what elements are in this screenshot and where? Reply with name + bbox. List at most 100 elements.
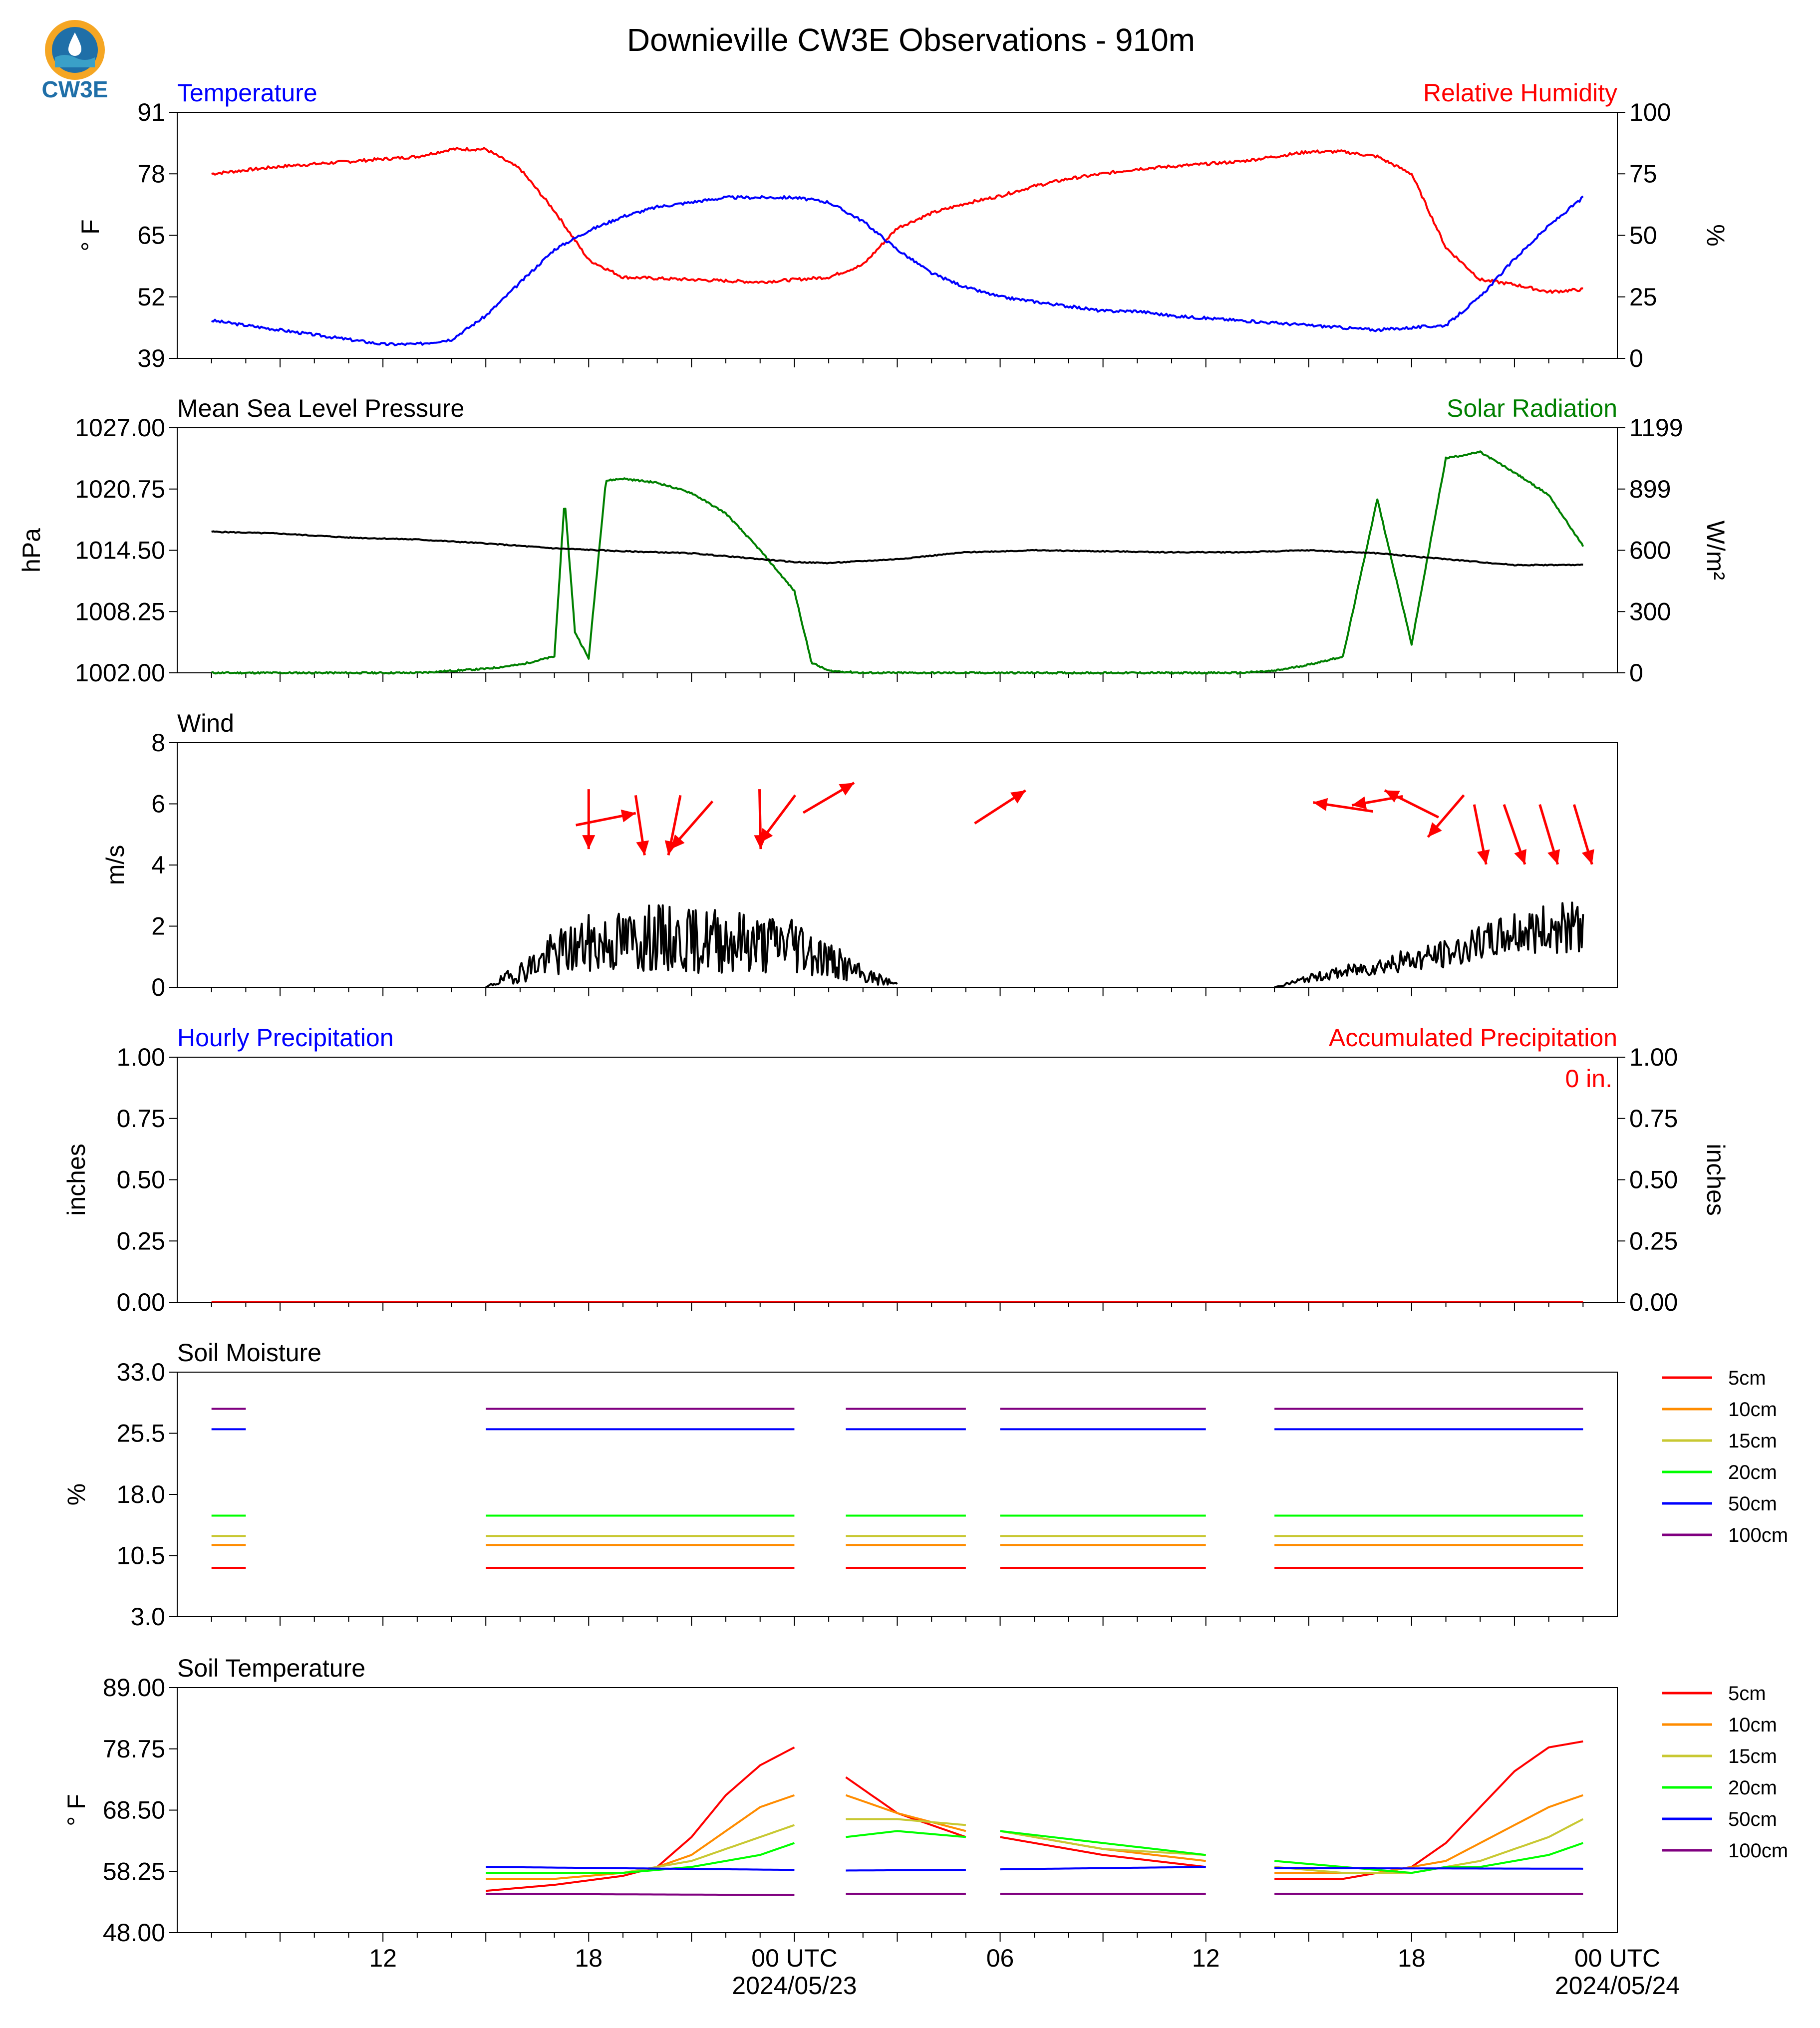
y-tick-label-left: 0.00 — [117, 1288, 165, 1316]
legend-label: 20cm — [1728, 1777, 1777, 1799]
soil-temp-line-20cm — [846, 1830, 966, 1838]
y-tick-label-right: 0 — [1629, 659, 1643, 687]
y-tick-label-left: 10.5 — [117, 1542, 165, 1570]
panel-temp: 39 52 65 78 91 0 25 50 75 100 Temperature Relative … — [76, 79, 1730, 372]
y-tick-label-left: 1002.00 — [75, 659, 165, 687]
y-tick-label-left: 1014.50 — [75, 537, 165, 565]
wind-speed-line — [1274, 901, 1584, 988]
wind-arrow-head — [839, 783, 855, 796]
y-tick-label-left: 68.50 — [103, 1796, 165, 1824]
panel-frame — [177, 1687, 1618, 1933]
panel-title-left: Soil Moisture — [177, 1339, 321, 1367]
wind-arrow — [1538, 804, 1560, 865]
panel-title-right: Accumulated Precipitation — [1329, 1024, 1617, 1052]
y-tick-label-left: 58.25 — [103, 1857, 165, 1885]
wind-arrow-head — [1010, 790, 1026, 804]
y-tick-label-left: 89.00 — [103, 1674, 165, 1702]
wind-arrow — [634, 795, 649, 856]
panel-soil_temp: 48.00 58.25 68.50 78.75 89.00 Soil Temperatur… — [62, 1654, 1618, 1947]
y-tick-label-right: 0.75 — [1629, 1105, 1678, 1133]
soil-temp-line-15cm — [486, 1824, 795, 1874]
y-tick-label-left: 33.0 — [117, 1358, 165, 1386]
x-tick-date-label: 2024/05/23 — [732, 1972, 857, 2000]
precip-plot: 0 in. — [211, 1065, 1612, 1303]
wind-arrow-head — [759, 828, 773, 844]
x-tick-label: 18 — [575, 1944, 603, 1972]
y-tick-label-left: 2 — [151, 912, 165, 940]
x-tick-label: 12 — [1192, 1944, 1220, 1972]
wind-arrow-head — [1547, 849, 1560, 865]
y-tick-label-left: 0.50 — [117, 1166, 165, 1194]
logo-drop-icon — [68, 32, 81, 56]
panel-soil_moisture: 3.0 10.5 18.0 25.5 33.0 Soil Moisture% — [62, 1339, 1618, 1631]
figure-title: Downieville CW3E Observations - 910m — [627, 22, 1195, 58]
soil-temp-line-20cm — [1274, 1842, 1583, 1874]
y-tick-label-left: 65 — [137, 222, 165, 250]
y-tick-label-right: 50 — [1629, 222, 1657, 250]
wind-arrow-head — [636, 840, 649, 856]
y-axis-label-right: W/m² — [1702, 521, 1730, 580]
y-tick-label-right: 0.50 — [1629, 1166, 1678, 1194]
y-tick-label-right: 0.25 — [1629, 1227, 1678, 1255]
soil-temp-line-50cm — [1274, 1867, 1583, 1870]
legend-label: 50cm — [1728, 1808, 1777, 1830]
x-tick-label: 18 — [1398, 1944, 1426, 1972]
x-tick-label: 00 UTC — [1574, 1944, 1660, 1972]
x-tick-label: 00 UTC — [751, 1944, 837, 1972]
panel-frame — [177, 427, 1618, 673]
y-tick-label-left: 1008.25 — [75, 597, 165, 625]
soil-temp-line-15cm — [846, 1818, 966, 1826]
y-tick-label-left: 0.25 — [117, 1227, 165, 1255]
panel-frame — [177, 742, 1618, 988]
y-axis-label-left: ° F — [76, 219, 104, 251]
y-tick-label-right: 1199 — [1629, 414, 1683, 442]
legend-label: 5cm — [1728, 1367, 1766, 1389]
y-axis-label-left: ° F — [62, 1794, 90, 1826]
legend-label: 100cm — [1728, 1524, 1788, 1546]
y-tick-label-left: 25.5 — [117, 1420, 165, 1448]
wind-arrow-head — [620, 809, 636, 823]
y-tick-label-left: 6 — [151, 790, 165, 818]
y-tick-label-right: 600 — [1629, 537, 1671, 565]
x-tick-label: 12 — [369, 1944, 397, 1972]
y-axis-label-left: hPa — [17, 528, 45, 573]
soil-temp-plot — [486, 1740, 1584, 1896]
wind-arrow — [576, 809, 636, 827]
y-tick-label-left: 18.0 — [117, 1480, 165, 1508]
y-tick-label-left: 1027.00 — [75, 414, 165, 442]
wind-arrow — [1384, 789, 1439, 819]
soil-temp-line-10cm — [486, 1794, 795, 1880]
wind-arrow-head — [1581, 849, 1594, 865]
wind-arrow — [1427, 794, 1465, 838]
panel-title-right: Relative Humidity — [1423, 79, 1617, 107]
y-axis-label-left: inches — [62, 1144, 90, 1216]
y-tick-label-left: 78 — [137, 160, 165, 188]
y-tick-label-left: 91 — [137, 98, 165, 126]
y-tick-label-left: 39 — [137, 344, 165, 372]
soil-temp-line-20cm — [486, 1842, 795, 1874]
y-tick-label-left: 0.75 — [117, 1105, 165, 1133]
solar-line — [211, 450, 1584, 675]
wind-arrow — [1313, 798, 1373, 813]
wind-arrow — [1503, 804, 1526, 865]
panel-frame — [177, 112, 1618, 359]
wind-arrow-head — [1428, 822, 1442, 837]
temp-line — [211, 195, 1584, 346]
wind-arrow — [669, 800, 714, 851]
y-axis-label-right: inches — [1702, 1144, 1730, 1216]
logo-wave-icon — [55, 55, 95, 67]
legend-label: 5cm — [1728, 1683, 1766, 1705]
y-tick-label-left: 3.0 — [130, 1603, 165, 1631]
wind-arrow-head — [1384, 790, 1400, 803]
y-tick-label-right: 0.00 — [1629, 1288, 1678, 1316]
y-tick-label-right: 0 — [1629, 344, 1643, 372]
wind-arrow — [974, 789, 1026, 825]
panel-precip: 0.00 0.25 0.50 0.75 1.00 0.00 0.25 0.50 0.75 1.00… — [62, 1024, 1730, 1316]
wind-arrow — [1473, 804, 1490, 865]
y-tick-label-left: 4 — [151, 851, 165, 879]
y-axis-label-left: % — [62, 1483, 90, 1505]
wind-speed-line — [485, 904, 898, 988]
legend-label: 10cm — [1728, 1399, 1777, 1421]
soil-temp-line-100cm — [486, 1893, 795, 1896]
panel-wind: 0 2 4 6 8 Wind m/s — [101, 709, 1618, 1001]
